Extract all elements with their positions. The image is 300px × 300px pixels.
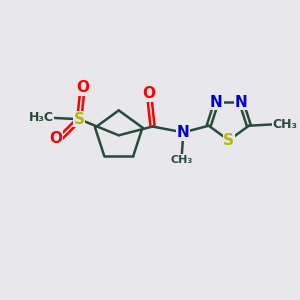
Text: CH₃: CH₃ xyxy=(171,155,193,165)
Text: O: O xyxy=(49,131,62,146)
Text: O: O xyxy=(142,86,155,101)
Text: H₃C: H₃C xyxy=(28,111,53,124)
Text: CH₃: CH₃ xyxy=(272,118,297,131)
Text: O: O xyxy=(76,80,89,95)
Text: S: S xyxy=(223,133,234,148)
Text: N: N xyxy=(177,125,190,140)
Text: N: N xyxy=(235,94,247,110)
Text: methyl: methyl xyxy=(182,160,187,161)
Text: N: N xyxy=(210,94,223,110)
Text: S: S xyxy=(74,112,85,127)
